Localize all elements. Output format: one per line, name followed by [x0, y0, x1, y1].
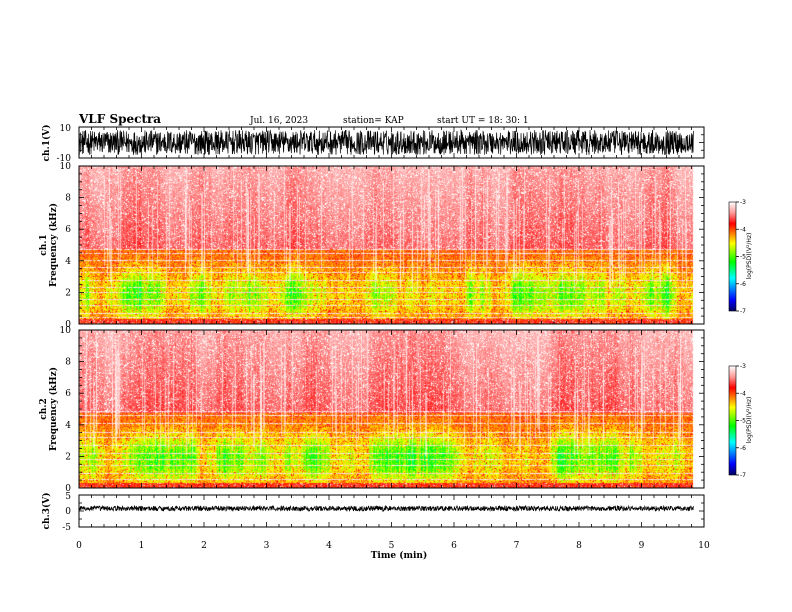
ch1-waveform-panel: 10 -10 ch.1(V)	[41, 124, 705, 164]
colorbar-tick-label: -3	[740, 363, 746, 370]
ch3-ytick-bottom: -5	[62, 523, 71, 533]
x-tick-label: 2	[201, 541, 207, 551]
ch1-colorbar: -3 -4 -5 -6 -7 log(PSD)(V²/Hz)	[728, 199, 753, 315]
colorbar-tick-label: -5	[740, 254, 746, 261]
spectrogram-ytick-label: 10	[60, 326, 72, 336]
x-axis-label: Time (min)	[371, 550, 428, 561]
ch1-spectrogram-image	[79, 166, 704, 324]
x-tick-label: 6	[451, 541, 457, 551]
ch2-spectrogram-panel: 0 2 4 6 8 10 ch.2Frequency (kHz)	[39, 326, 705, 494]
x-axis-tick-labels: 0 1 2 3 4 5 6 7 8 9 10	[76, 541, 710, 551]
ch2-colorbar: -3 -4 -5 -6 -7 log(PSD)(V²/Hz)	[728, 363, 753, 479]
ch3-ytick-top: 5	[65, 492, 71, 502]
ch3-waveform-line	[78, 504, 694, 513]
ch3-ytick-mid: 0	[65, 507, 71, 517]
ch2-colorbar-label: log(PSD)(V²/Hz)	[746, 397, 753, 444]
x-tick-label: 7	[514, 541, 520, 551]
spectrogram-ytick-label: 6	[65, 389, 71, 399]
spectrogram-ytick-label: 2	[65, 288, 71, 298]
ch1-spectrogram-ylabel: ch.1Frequency (kHz)	[39, 203, 59, 287]
spectrogram-ytick-label: 0	[65, 320, 71, 330]
ch1-ytick-top: 10	[60, 124, 72, 134]
x-tick-label: 4	[326, 541, 332, 551]
ch1-colorbar-label: log(PSD)(V²/Hz)	[746, 233, 753, 280]
date-label: Jul. 16, 2023	[249, 116, 308, 126]
spectrogram-ytick-label: 6	[65, 225, 71, 235]
x-tick-label: 8	[576, 541, 582, 551]
ch2-spectrogram-image	[79, 330, 704, 488]
figure-title: VLF Spectra	[78, 112, 161, 126]
x-tick-label: 1	[139, 541, 145, 551]
start-time-label: start UT = 18: 30: 1	[437, 116, 529, 126]
station-label: station= KAP	[343, 116, 404, 126]
colorbar-tick-label: -6	[740, 445, 746, 452]
colorbar-tick-label: -7	[740, 472, 746, 479]
spectrogram-ytick-label: 10	[60, 162, 72, 172]
ch1-waveform-line	[78, 129, 694, 156]
ch1-ytick-bottom: -10	[57, 154, 72, 164]
spectrogram-ytick-label: 8	[65, 194, 71, 204]
ch2-spectrogram-ylabel: ch.2Frequency (kHz)	[39, 367, 59, 451]
colorbar-tick-label: -6	[740, 281, 746, 288]
colorbar-tick-label: -5	[740, 418, 746, 425]
ch3-ylabel: ch.3(V)	[41, 493, 52, 530]
x-tick-label: 10	[698, 541, 710, 551]
colorbar-tick-label: -4	[740, 226, 746, 233]
x-tick-label: 5	[389, 541, 395, 551]
x-tick-label: 9	[639, 541, 645, 551]
spectrogram-ytick-label: 8	[65, 358, 71, 368]
colorbar-tick-label: -4	[740, 390, 746, 397]
spectrogram-ytick-label: 0	[65, 484, 71, 494]
ch1-ylabel: ch.1(V)	[41, 125, 52, 162]
spectrogram-ytick-label: 4	[65, 257, 71, 267]
colorbar-tick-label: -7	[740, 308, 746, 315]
ch3-waveform-panel: 5 0 -5 ch.3(V)	[41, 492, 705, 533]
ch1-spectrogram-panel: 0 2 4 6 8 10 ch.1Frequency (kHz)	[39, 162, 705, 330]
colorbar-tick-label: -3	[740, 199, 746, 206]
spectrogram-ytick-label: 2	[65, 452, 71, 462]
spectrogram-ytick-label: 4	[65, 421, 71, 431]
x-tick-label: 0	[76, 541, 82, 551]
x-tick-label: 3	[264, 541, 270, 551]
